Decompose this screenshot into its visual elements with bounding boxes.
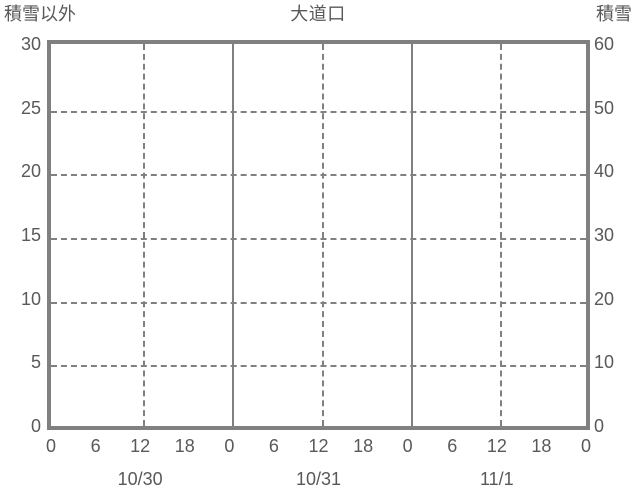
right-axis-tick-label: 30 — [594, 225, 615, 245]
left-axis-tick-label: 25 — [20, 97, 41, 118]
left-axis-tick-label: 20 — [20, 161, 41, 182]
x-axis-tick-label: 0 — [402, 436, 413, 456]
day-boundary-line — [410, 44, 413, 426]
horizontal-gridline — [51, 174, 586, 177]
x-axis-tick-label: 12 — [308, 436, 329, 456]
vertical-gridline — [321, 44, 324, 426]
vertical-gridline — [143, 44, 146, 426]
right-axis-tick-labels: 0 10 20 30 40 50 60 — [594, 35, 636, 435]
x-axis-tick-label: 0 — [580, 436, 591, 456]
x-axis-day-label: 11/1 — [479, 469, 514, 489]
right-axis-tick-mark — [580, 110, 586, 113]
horizontal-gridline — [51, 238, 586, 240]
left-axis-title: 積雪以外 — [4, 4, 76, 24]
plot-frame — [47, 40, 590, 430]
x-axis-tick-label: 18 — [353, 436, 374, 456]
x-axis-tick-label: 18 — [174, 436, 195, 456]
right-axis-tick-label: 50 — [594, 97, 615, 118]
x-axis-tick-mark — [499, 420, 502, 426]
x-axis-tick-label: 6 — [447, 436, 458, 456]
left-axis-tick-label: 30 — [20, 34, 41, 54]
chart-title: 大道口 — [290, 4, 346, 24]
x-axis-tick-mark — [321, 420, 324, 426]
right-axis-tick-mark — [580, 365, 586, 368]
x-axis-tick-mark — [232, 420, 235, 426]
x-axis-tick-mark — [410, 420, 413, 426]
x-axis-tick-mark — [143, 420, 146, 426]
day-boundary-line — [232, 44, 235, 426]
x-axis-tick-label: 0 — [224, 436, 235, 456]
right-axis-tick-label: 40 — [594, 161, 615, 182]
horizontal-gridline — [51, 110, 586, 113]
left-axis-tick-label: 15 — [20, 225, 41, 245]
left-axis-tick-label: 0 — [30, 416, 41, 436]
x-axis-tick-label: 6 — [268, 436, 279, 456]
x-axis-tick-label: 12 — [130, 436, 151, 456]
x-axis-tick-label: 6 — [90, 436, 101, 456]
left-axis-tick-label: 10 — [20, 288, 41, 309]
vertical-gridline — [499, 44, 502, 426]
horizontal-gridline — [51, 301, 586, 304]
horizontal-gridline — [51, 365, 586, 368]
x-axis-day-label: 10/31 — [295, 469, 342, 489]
x-axis-tick-label: 18 — [531, 436, 552, 456]
left-axis-tick-label: 5 — [30, 352, 41, 373]
x-axis-day-label: 10/30 — [117, 469, 163, 489]
right-axis-tick-label: 0 — [594, 416, 605, 436]
x-axis-tick-label: 0 — [45, 436, 56, 456]
right-axis-title: 積雪 — [596, 4, 632, 24]
right-axis-tick-label: 60 — [594, 34, 615, 54]
right-axis-tick-mark — [580, 174, 586, 177]
right-axis-tick-mark — [580, 238, 586, 240]
right-axis-tick-mark — [580, 301, 586, 304]
right-axis-tick-label: 20 — [594, 288, 615, 309]
x-axis-day-labels: 10/30 10/31 11/1 — [47, 468, 590, 494]
x-axis-tick-labels: 0 6 12 18 0 6 12 18 0 6 12 18 0 — [46, 436, 591, 460]
plot-area — [51, 44, 586, 426]
x-axis-tick-label: 12 — [486, 436, 507, 456]
right-axis-tick-label: 10 — [594, 352, 615, 373]
left-axis-tick-labels: 0 5 10 15 20 25 30 — [0, 35, 41, 435]
